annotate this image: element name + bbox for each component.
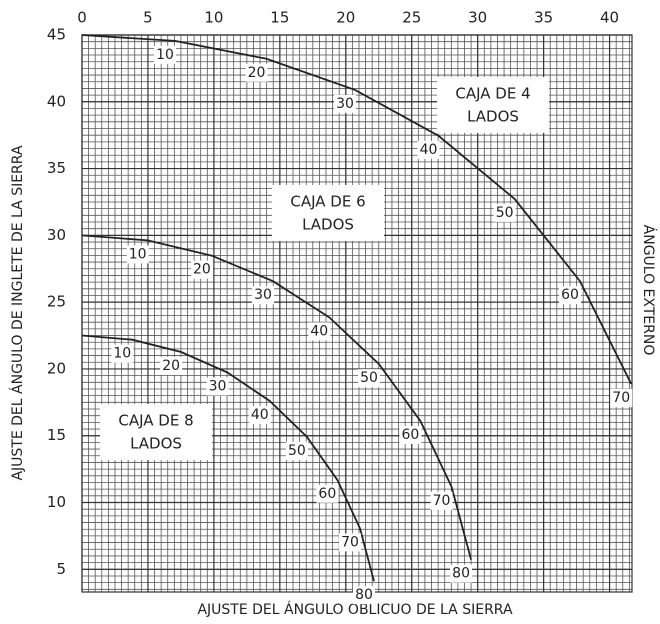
- annotation-text: CAJA DE 8: [118, 412, 193, 430]
- point-label: 30: [336, 96, 354, 112]
- x-tick-label: 0: [77, 9, 87, 27]
- annotation-box: [272, 185, 384, 241]
- point-label: 60: [561, 287, 579, 303]
- point-label: 20: [248, 65, 266, 81]
- x-tick-label: 40: [600, 9, 619, 27]
- x-tick-label: 5: [143, 9, 153, 27]
- right-axis-title: ÁNGULO EXTERNO: [640, 225, 657, 356]
- x-axis-title: AJUSTE DEL ÁNGULO OBLICUO DE LA SIERRA: [197, 601, 512, 618]
- y-tick-label: 30: [47, 226, 66, 244]
- point-label-bg: [358, 369, 381, 388]
- annotation-text: CAJA DE 6: [290, 193, 365, 211]
- point-label: 20: [162, 358, 180, 374]
- point-label-bg: [493, 203, 516, 222]
- point-label-bg: [339, 533, 362, 552]
- curve: [81, 234, 472, 560]
- point-label-bg: [126, 245, 149, 264]
- x-tick-label: 20: [336, 9, 355, 27]
- x-tick-label: 30: [468, 9, 487, 27]
- point-label-bg: [285, 441, 308, 460]
- point-label: 80: [452, 566, 470, 582]
- point-label: 60: [402, 427, 420, 443]
- point-label: 20: [193, 262, 211, 278]
- point-label: 30: [209, 379, 227, 395]
- point-label-bg: [153, 45, 176, 64]
- point-label: 70: [433, 493, 451, 509]
- x-tick-label: 25: [402, 9, 421, 27]
- point-label: 60: [318, 486, 336, 502]
- annotation-text: LADOS: [130, 435, 182, 453]
- point-label-bg: [353, 586, 376, 605]
- point-label: 50: [288, 443, 306, 459]
- grid: [81, 34, 632, 592]
- point-label-bg: [190, 260, 213, 279]
- point-label: 70: [341, 534, 359, 550]
- point-label-bg: [450, 564, 473, 583]
- point-label-bg: [417, 140, 440, 159]
- point-label-bg: [160, 356, 183, 375]
- x-tick-label: 15: [270, 9, 289, 27]
- point-label: 10: [129, 246, 147, 262]
- point-label-bg: [308, 322, 331, 341]
- y-axis-title: AJUSTE DEL ÁNGULO DE INGLETE DE LA SIERR…: [9, 145, 26, 480]
- curve: [81, 334, 375, 582]
- point-label: 80: [355, 587, 373, 603]
- point-label-bg: [399, 426, 422, 445]
- annotation-text: LADOS: [302, 216, 354, 234]
- y-tick-label: 40: [47, 92, 66, 110]
- point-label-bg: [245, 63, 268, 82]
- plot-frame: [81, 34, 633, 593]
- point-label: 40: [420, 142, 438, 158]
- y-tick-label: 5: [56, 560, 66, 578]
- x-tick-label: 10: [204, 9, 223, 27]
- point-label: 50: [360, 370, 378, 386]
- point-label-bg: [251, 286, 274, 305]
- annotation-text: CAJA DE 4: [455, 85, 530, 103]
- y-tick-label: 10: [47, 493, 66, 511]
- y-tick-label: 45: [47, 26, 66, 44]
- point-label-bg: [248, 405, 271, 424]
- point-label: 50: [496, 205, 514, 221]
- point-label: 40: [310, 323, 328, 339]
- point-label-bg: [111, 344, 134, 363]
- x-tick-label: 35: [534, 9, 553, 27]
- annotation-text: LADOS: [467, 108, 519, 126]
- point-label-bg: [559, 286, 582, 305]
- y-tick-label: 20: [47, 359, 66, 377]
- point-label-bg: [206, 377, 229, 396]
- point-label-bg: [316, 484, 339, 503]
- point-label: 70: [612, 390, 630, 406]
- point-label: 40: [251, 407, 269, 423]
- annotation-box: [437, 77, 549, 133]
- y-tick-label: 15: [47, 426, 66, 444]
- y-tick-label: 25: [47, 293, 66, 311]
- point-label: 10: [156, 47, 174, 63]
- point-label-bg: [610, 388, 633, 407]
- y-tick-label: 35: [47, 159, 66, 177]
- point-label-bg: [430, 491, 453, 510]
- curve: [81, 34, 633, 385]
- point-label: 30: [254, 287, 272, 303]
- point-label: 10: [113, 346, 131, 362]
- annotation-box: [100, 404, 212, 460]
- point-label-bg: [334, 94, 357, 113]
